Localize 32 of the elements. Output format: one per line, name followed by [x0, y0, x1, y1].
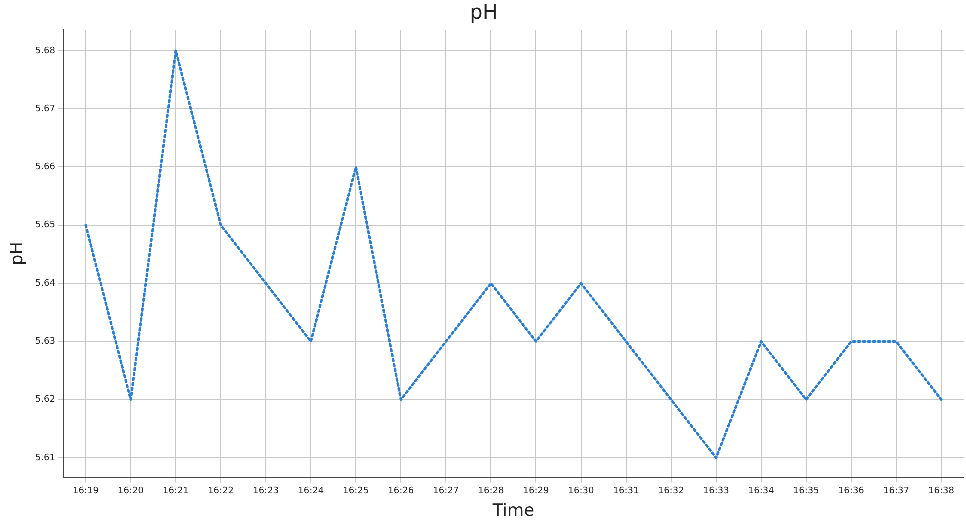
x-tick-label: 16:24: [298, 486, 324, 497]
y-tick-label: 5.66: [35, 162, 56, 173]
y-axis-title: pH: [8, 242, 28, 266]
x-tick-label: 16:23: [253, 486, 280, 497]
y-tick-label: 5.64: [35, 278, 56, 289]
x-tick-label: 16:20: [118, 486, 144, 497]
y-tick-label: 5.62: [35, 395, 56, 406]
x-tick-label: 16:32: [658, 486, 684, 497]
x-tick-label: 16:35: [793, 486, 820, 497]
x-axis-title: Time: [492, 501, 535, 522]
x-tick-label: 16:31: [613, 486, 640, 497]
x-tick-label: 16:26: [388, 486, 414, 497]
x-tick-label: 16:33: [703, 486, 730, 497]
x-tick-label: 16:27: [433, 486, 460, 497]
line-series: [84, 50, 943, 460]
x-tick-label: 16:21: [163, 486, 189, 497]
y-tick-label: 5.65: [35, 220, 56, 231]
y-tick-label: 5.61: [35, 453, 56, 464]
y-tick-label: 5.68: [35, 46, 56, 56]
x-tick-label: 16:34: [748, 486, 775, 497]
x-tick-label: 16:37: [883, 486, 910, 497]
x-tick-label: 16:29: [523, 486, 550, 497]
x-tick-label: 16:25: [343, 486, 370, 497]
y-tick-label: 5.67: [35, 104, 56, 114]
x-tick-label: 16:36: [838, 486, 865, 497]
x-tick-label: 16:30: [568, 486, 595, 497]
x-tick-label: 16:28: [478, 486, 504, 497]
x-tick-label: 16:19: [72, 486, 100, 497]
chart-title: pH: [470, 0, 498, 24]
x-tick-label: 16:22: [208, 486, 234, 497]
x-tick-label: 16:38: [928, 486, 955, 497]
y-tick-label: 5.63: [35, 337, 56, 348]
